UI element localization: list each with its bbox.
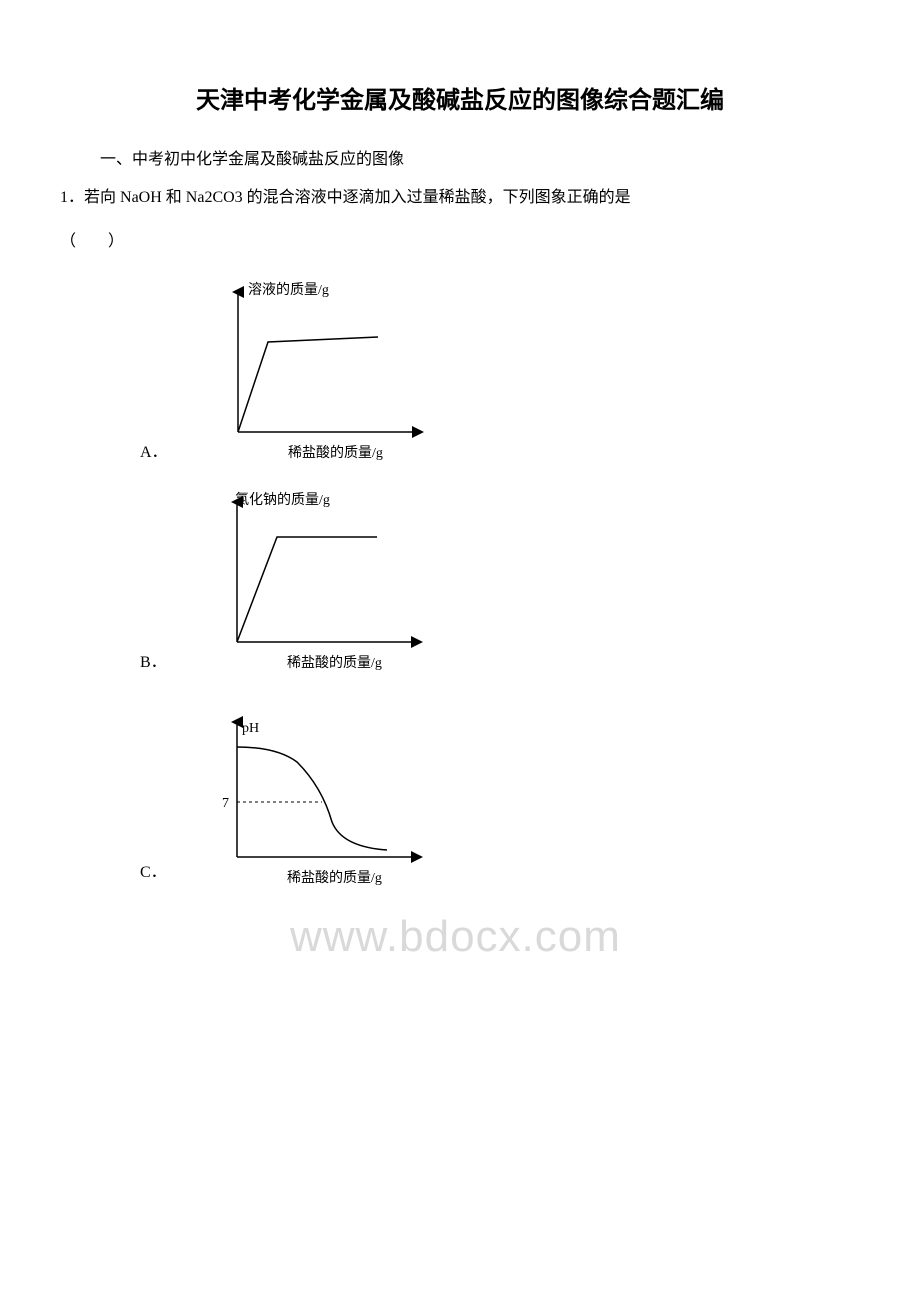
option-a-chart: 溶液的质量/g 稀盐酸的质量/g: [198, 272, 458, 472]
question-number: 1．: [60, 189, 84, 206]
y-tick-label: 7: [222, 796, 229, 811]
chart-curve: [237, 537, 377, 642]
x-axis-label: 稀盐酸的质量/g: [287, 655, 382, 671]
y-axis-label: 溶液的质量/g: [248, 282, 329, 298]
option-c-label: C．: [140, 858, 167, 892]
page-title: 天津中考化学金属及酸碱盐反应的图像综合题汇编: [60, 80, 860, 115]
question-body: 若向 NaOH 和 Na2CO3 的混合溶液中逐滴加入过量稀盐酸，下列图象正确的…: [84, 189, 631, 206]
x-axis-label: 稀盐酸的质量/g: [288, 445, 383, 461]
option-b-chart: 氯化钠的质量/g 稀盐酸的质量/g: [197, 482, 457, 682]
question-text: 1．若向 NaOH 和 Na2CO3 的混合溶液中逐滴加入过量稀盐酸，下列图象正…: [60, 184, 820, 213]
option-b-label: B．: [140, 648, 167, 682]
x-axis-label: 稀盐酸的质量/g: [287, 870, 382, 886]
option-b-row: B． 氯化钠的质量/g 稀盐酸的质量/g: [140, 482, 860, 682]
chart-curve: [238, 337, 378, 432]
watermark-text: www.bdocx.com: [290, 912, 621, 962]
option-a-row: A． 溶液的质量/g 稀盐酸的质量/g: [140, 272, 860, 472]
section-heading: 一、中考初中化学金属及酸碱盐反应的图像: [100, 145, 860, 169]
option-a-label: A．: [140, 438, 168, 472]
option-c-row: C． pH 7 稀盐酸的质量/g: [140, 692, 860, 892]
question-blank: （ ）: [60, 228, 820, 257]
chart-curve: [237, 747, 387, 850]
y-axis-label: 氯化钠的质量/g: [235, 492, 330, 508]
y-axis-label: pH: [242, 721, 259, 736]
option-c-chart: pH 7 稀盐酸的质量/g: [197, 692, 457, 892]
